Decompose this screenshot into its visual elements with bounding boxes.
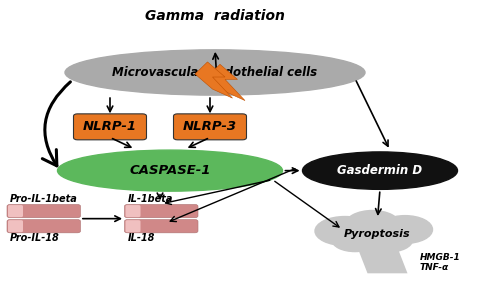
FancyBboxPatch shape — [7, 220, 80, 233]
Ellipse shape — [65, 50, 365, 95]
FancyBboxPatch shape — [7, 204, 80, 218]
FancyBboxPatch shape — [74, 114, 146, 140]
Ellipse shape — [378, 216, 432, 243]
Ellipse shape — [362, 228, 412, 252]
FancyBboxPatch shape — [124, 204, 198, 218]
Ellipse shape — [332, 229, 378, 252]
FancyBboxPatch shape — [8, 220, 23, 232]
Polygon shape — [195, 62, 232, 98]
Text: Pro-IL-18: Pro-IL-18 — [10, 233, 60, 243]
FancyBboxPatch shape — [126, 220, 140, 232]
Polygon shape — [208, 64, 245, 101]
Ellipse shape — [302, 152, 458, 189]
Text: Gamma  radiation: Gamma radiation — [145, 9, 285, 23]
Ellipse shape — [345, 210, 400, 239]
Text: NLRP-3: NLRP-3 — [183, 120, 237, 133]
Polygon shape — [358, 248, 408, 273]
Ellipse shape — [58, 150, 282, 191]
Text: CASPASE-1: CASPASE-1 — [129, 164, 211, 177]
FancyArrowPatch shape — [42, 82, 70, 166]
Text: Gasdermin D: Gasdermin D — [338, 164, 422, 177]
Text: IL-1beta: IL-1beta — [128, 194, 173, 204]
Text: Pro-IL-1beta: Pro-IL-1beta — [10, 194, 78, 204]
FancyBboxPatch shape — [174, 114, 246, 140]
Ellipse shape — [315, 217, 375, 246]
Text: Microvascular endothelial cells: Microvascular endothelial cells — [112, 66, 318, 79]
Text: Pyroptosis: Pyroptosis — [344, 229, 411, 239]
FancyBboxPatch shape — [126, 205, 140, 217]
Text: HMGB-1
TNF-α: HMGB-1 TNF-α — [420, 253, 461, 272]
Text: IL-18: IL-18 — [128, 233, 155, 243]
Text: NLRP-1: NLRP-1 — [83, 120, 137, 133]
FancyBboxPatch shape — [124, 220, 198, 233]
FancyBboxPatch shape — [8, 205, 23, 217]
